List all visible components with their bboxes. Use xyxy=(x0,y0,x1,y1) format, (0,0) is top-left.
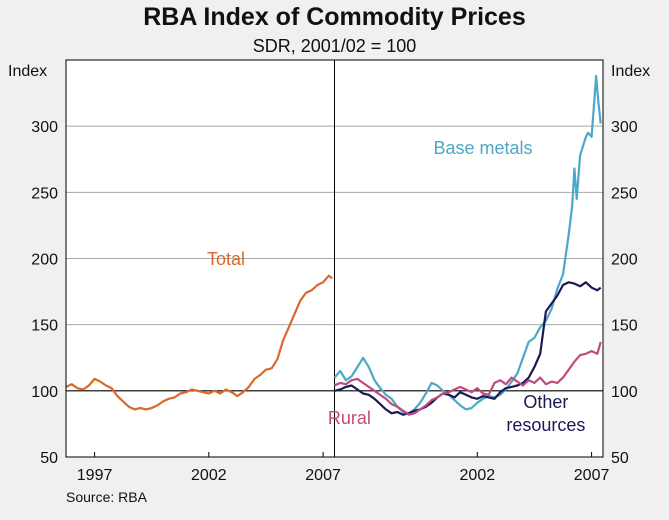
y-tick-left-150: 150 xyxy=(31,318,58,335)
y-tick-right-200: 200 xyxy=(611,252,638,269)
x-tick-left-1997: 1997 xyxy=(77,467,113,484)
y-tick-left-100: 100 xyxy=(31,384,58,401)
x-tick-right-2007: 2007 xyxy=(574,467,610,484)
y-axis-label-left: Index xyxy=(8,63,47,80)
plot-frame xyxy=(65,59,604,458)
annotation-base-metals: Base metals xyxy=(434,138,533,158)
annotation-total: Total xyxy=(207,249,245,269)
y-tick-left-250: 250 xyxy=(31,185,58,202)
y-tick-right-100: 100 xyxy=(611,384,638,401)
y-tick-right-150: 150 xyxy=(611,318,638,335)
y-tick-left-300: 300 xyxy=(31,119,58,136)
y-tick-right-250: 250 xyxy=(611,185,638,202)
x-tick-right-2002: 2002 xyxy=(460,467,496,484)
series-line-rural xyxy=(334,341,602,416)
series-annotations: Total Base metals Rural Other resources xyxy=(207,138,585,435)
y-tick-left-50: 50 xyxy=(40,450,58,467)
x-tick-left-2002: 2002 xyxy=(191,467,227,484)
y-axis-label-right: Index xyxy=(611,63,650,80)
y-tick-right-300: 300 xyxy=(611,119,638,136)
y-tick-right-50: 50 xyxy=(611,450,629,467)
annotation-rural: Rural xyxy=(328,408,371,428)
series-line-base-metals xyxy=(333,74,602,415)
right-panel-series xyxy=(333,74,602,416)
series-line-other-resources xyxy=(334,281,602,416)
y-tick-left-200: 200 xyxy=(31,252,58,269)
source-note: Source: RBA xyxy=(66,489,147,505)
chart-title: RBA Index of Commodity Prices xyxy=(143,3,526,31)
x-tick-left-2007: 2007 xyxy=(305,467,341,484)
chart-subtitle: SDR, 2001/02 = 100 xyxy=(252,36,417,56)
left-panel-series xyxy=(65,274,333,411)
series-line-total xyxy=(65,274,333,411)
annotation-other-resources: Other resources xyxy=(506,392,585,435)
axis-ticks: 50 50 100 100 150 150 200 200 250 250 300 300 1997 20… xyxy=(31,119,638,484)
